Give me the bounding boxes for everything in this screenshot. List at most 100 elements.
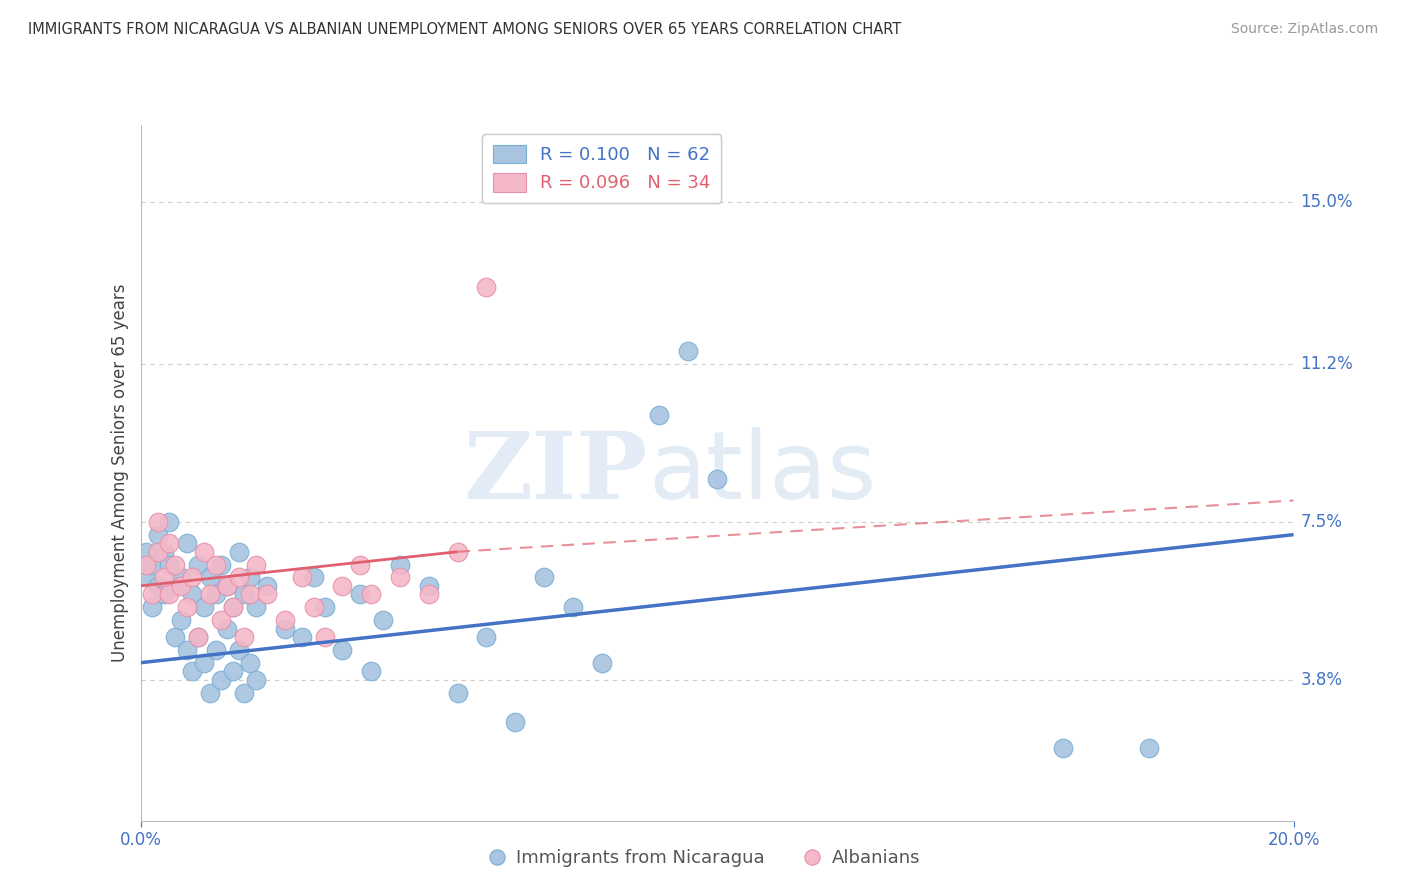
Point (146, 545, 169, 559)
Point (314, 600, 336, 615)
Point (447, 685, 470, 699)
Point (239, 587, 262, 601)
Point (222, 665, 245, 679)
Point (1139, 741, 1161, 756)
Point (475, 630, 498, 644)
Point (198, 685, 221, 699)
Text: Source: ZipAtlas.com: Source: ZipAtlas.com (1230, 22, 1378, 37)
Point (170, 613, 193, 627)
Point (233, 630, 256, 644)
Point (135, 545, 157, 559)
Point (152, 587, 174, 601)
Point (418, 579, 440, 593)
Point (217, 622, 239, 636)
Point (159, 515, 180, 529)
Point (245, 558, 267, 572)
Point (239, 656, 262, 670)
Point (209, 613, 232, 627)
Text: 15.0%: 15.0% (1301, 193, 1353, 211)
Point (135, 558, 157, 572)
Point (591, 656, 613, 670)
Point (447, 545, 470, 559)
Point (141, 600, 163, 615)
Point (360, 665, 382, 679)
Point (1052, 741, 1074, 756)
Point (302, 570, 325, 584)
Point (245, 600, 267, 615)
Point (349, 587, 371, 601)
Point (146, 515, 169, 529)
Text: 3.8%: 3.8% (1301, 671, 1343, 689)
Point (245, 673, 267, 687)
Point (152, 570, 174, 584)
Point (204, 643, 226, 657)
Point (678, 344, 700, 359)
Point (204, 558, 226, 572)
Point (475, 280, 498, 294)
Point (239, 570, 262, 584)
Text: 11.2%: 11.2% (1301, 355, 1354, 373)
Point (217, 579, 239, 593)
Point (233, 685, 256, 699)
Point (165, 630, 187, 644)
Point (181, 587, 204, 601)
Legend: Immigrants from Nicaragua, Albanians: Immigrants from Nicaragua, Albanians (478, 842, 928, 874)
Point (228, 570, 250, 584)
Point (217, 579, 239, 593)
Point (152, 545, 174, 559)
Point (706, 472, 728, 486)
Y-axis label: Unemployment Among Seniors over 65 years: Unemployment Among Seniors over 65 years (111, 284, 129, 662)
Point (159, 587, 180, 601)
Point (165, 579, 187, 593)
Point (187, 630, 209, 644)
Point (159, 558, 180, 572)
Point (187, 558, 209, 572)
Point (209, 558, 232, 572)
Point (141, 558, 163, 572)
Text: atlas: atlas (648, 426, 876, 519)
Point (291, 630, 314, 644)
Text: ZIP: ZIP (464, 428, 648, 517)
Point (176, 600, 198, 615)
Point (274, 613, 297, 627)
Point (233, 587, 256, 601)
Point (198, 570, 221, 584)
Point (388, 570, 411, 584)
Point (187, 630, 209, 644)
Point (371, 613, 394, 627)
Point (176, 536, 198, 550)
Point (332, 643, 354, 657)
Point (141, 587, 163, 601)
Point (274, 622, 297, 636)
Point (418, 587, 440, 601)
Point (146, 527, 169, 541)
Point (562, 600, 585, 615)
Point (222, 600, 245, 615)
Point (135, 570, 157, 584)
Point (648, 408, 671, 422)
Point (176, 643, 198, 657)
Point (228, 545, 250, 559)
Point (349, 558, 371, 572)
Point (193, 545, 215, 559)
Point (204, 587, 226, 601)
Point (165, 558, 187, 572)
Point (170, 579, 193, 593)
Point (503, 715, 526, 730)
Legend: R = 0.100   N = 62, R = 0.096   N = 34: R = 0.100 N = 62, R = 0.096 N = 34 (482, 134, 721, 203)
Point (228, 643, 250, 657)
Text: IMMIGRANTS FROM NICARAGUA VS ALBANIAN UNEMPLOYMENT AMONG SENIORS OVER 65 YEARS C: IMMIGRANTS FROM NICARAGUA VS ALBANIAN UN… (28, 22, 901, 37)
Point (170, 570, 193, 584)
Point (388, 558, 411, 572)
Point (209, 673, 232, 687)
Point (256, 579, 278, 593)
Point (302, 600, 325, 615)
Point (193, 600, 215, 615)
Point (159, 536, 180, 550)
Point (360, 587, 382, 601)
Point (314, 630, 336, 644)
Point (181, 570, 204, 584)
Point (181, 665, 204, 679)
Point (533, 570, 555, 584)
Text: 7.5%: 7.5% (1301, 513, 1343, 531)
